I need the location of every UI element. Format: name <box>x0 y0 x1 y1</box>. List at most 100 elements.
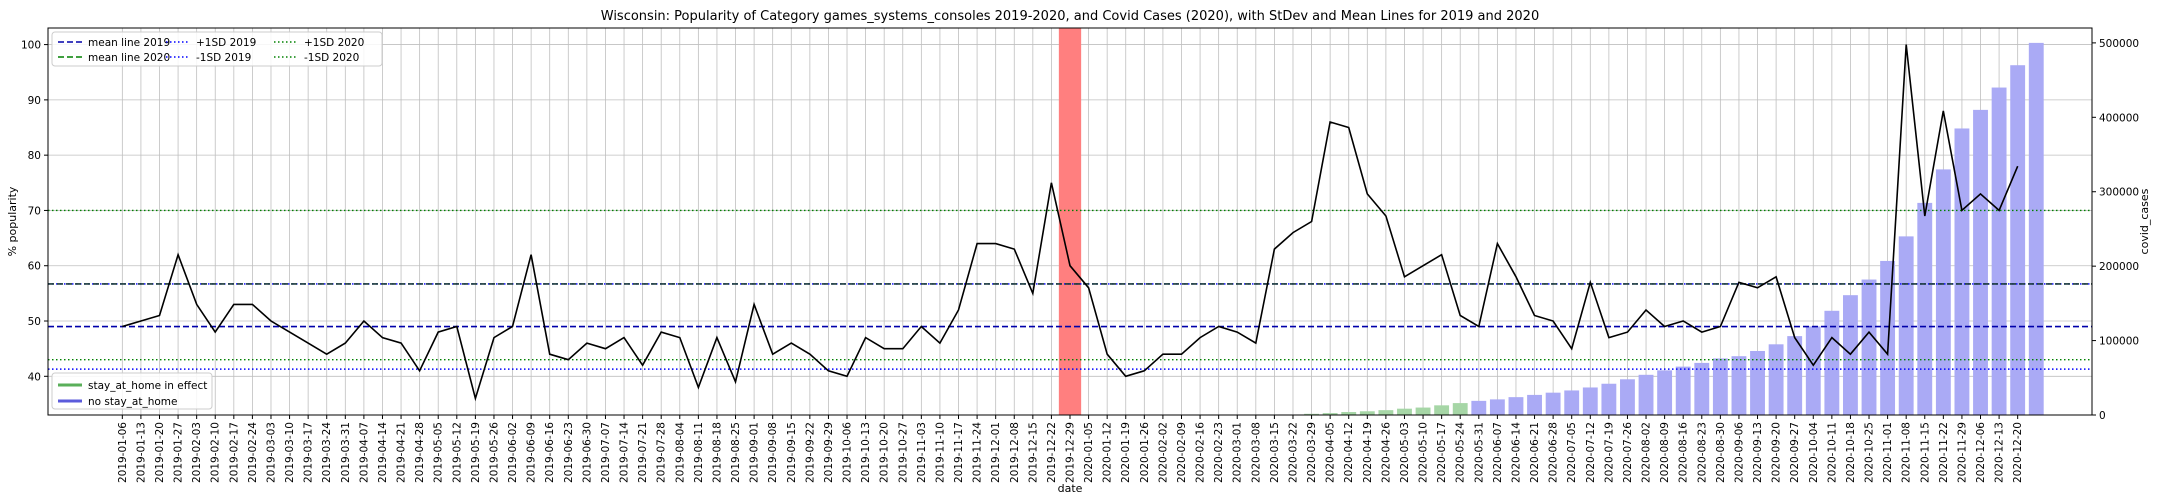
covid-bar <box>1545 392 1561 415</box>
x-tick-label: 2019-04-28 <box>414 422 426 483</box>
x-tick-label: 2020-04-12 <box>1343 422 1355 483</box>
x-tick-label: 2020-04-26 <box>1380 422 1392 483</box>
x-tick-label: 2020-12-20 <box>2012 422 2024 483</box>
x-tick-label: 2020-08-16 <box>1678 422 1690 483</box>
x-tick-label: 2019-07-21 <box>637 422 649 483</box>
x-tick-label: 2020-08-30 <box>1715 422 1727 483</box>
y-tick-label: 70 <box>28 205 41 217</box>
x-tick-label: 2019-12-29 <box>1065 422 1077 483</box>
x-tick-label: 2019-03-31 <box>340 422 352 483</box>
x-tick-label: 2019-07-14 <box>619 422 631 483</box>
covid-bar <box>1620 379 1635 415</box>
covid-bar <box>1527 394 1542 415</box>
x-tick-label: 2020-10-11 <box>1826 422 1838 483</box>
x-tick-label: 2020-06-14 <box>1510 422 1522 483</box>
x-tick-label: 2019-06-02 <box>507 422 519 483</box>
x-tick-label: 2020-06-07 <box>1492 422 1504 483</box>
legend-entry: mean line 2020 <box>88 52 170 64</box>
y-axis-label: % popularity <box>6 186 19 256</box>
legend-entry: +1SD 2019 <box>196 37 256 49</box>
x-tick-label: 2020-05-10 <box>1418 422 1430 483</box>
x-tick-label: 2019-08-18 <box>711 422 723 483</box>
x-tick-label: 2019-05-26 <box>488 422 500 483</box>
x-tick-label: 2020-01-19 <box>1120 422 1132 483</box>
legend-entry: -1SD 2020 <box>304 52 359 64</box>
x-tick-label: 2019-08-25 <box>730 422 742 483</box>
x-tick-label: 2020-08-02 <box>1641 422 1653 483</box>
covid-bar <box>1452 403 1468 415</box>
x-tick-label: 2020-07-05 <box>1566 422 1578 483</box>
y2-tick-label: 500000 <box>2099 38 2139 50</box>
x-tick-label: 2020-11-01 <box>1882 422 1894 483</box>
x-tick-label: 2019-08-04 <box>674 422 686 483</box>
x-tick-label: 2019-09-08 <box>767 422 779 483</box>
x-tick-label: 2020-10-25 <box>1864 422 1876 483</box>
x-tick-label: 2019-01-27 <box>173 422 185 483</box>
covid-bar <box>1712 358 1728 415</box>
covid-bar <box>1768 344 1784 415</box>
y2-tick-label: 100000 <box>2099 336 2139 348</box>
legend-entry: stay_at_home in effect <box>88 380 207 392</box>
x-tick-label: 2020-03-15 <box>1269 422 1281 483</box>
covid-bar <box>1378 410 1394 415</box>
x-tick-label: 2019-06-30 <box>581 422 593 483</box>
x-tick-label: 2020-02-02 <box>1157 422 1169 483</box>
x-tick-label: 2019-04-14 <box>377 422 389 483</box>
x-tick-label: 2019-11-17 <box>953 422 965 483</box>
x-tick-label: 2020-02-23 <box>1213 422 1225 483</box>
covid-bar <box>1917 202 1933 415</box>
covid-bar <box>1564 390 1580 415</box>
x-tick-label: 2019-12-15 <box>1027 422 1039 483</box>
x-tick-label: 2020-12-06 <box>1975 422 1987 483</box>
x-tick-label: 2019-10-20 <box>879 422 891 483</box>
covid-bar <box>1973 109 1988 415</box>
covid-bar <box>1582 387 1598 415</box>
covid-bar <box>1471 400 1487 415</box>
x-tick-label: 2020-02-16 <box>1195 422 1207 483</box>
covid-bar <box>1657 370 1673 415</box>
legend-entry: -1SD 2019 <box>196 52 251 64</box>
legend-bottom-left: stay_at_home in effect no stay_at_home <box>51 372 213 410</box>
x-tick-label: 2020-05-24 <box>1455 422 1467 483</box>
x-tick-label: 2019-09-22 <box>804 422 816 483</box>
covid-bar <box>1935 169 1951 415</box>
covid-bar <box>1675 366 1691 415</box>
x-tick-label: 2019-04-07 <box>358 422 370 483</box>
x-tick-label: 2020-08-23 <box>1696 422 1708 483</box>
x-tick-label: 2020-04-05 <box>1325 422 1337 483</box>
x-tick-label: 2019-02-17 <box>228 422 240 483</box>
covid-bar <box>1322 413 1338 415</box>
x-tick-label: 2019-10-27 <box>897 422 909 483</box>
x-tick-label: 2019-01-06 <box>117 422 129 483</box>
x-tick-label: 2020-01-26 <box>1139 422 1151 483</box>
x-tick-label: 2020-05-17 <box>1436 422 1448 483</box>
x-tick-label: 2020-11-15 <box>1919 422 1931 483</box>
x-tick-label: 2019-12-22 <box>1046 422 1058 483</box>
x-tick-label: 2020-12-13 <box>1994 422 2006 483</box>
covid-bar <box>1991 87 2007 416</box>
x-tick-label: 2019-06-16 <box>544 422 556 483</box>
x-tick-label: 2019-12-08 <box>1009 422 1021 483</box>
covid-bar <box>1489 399 1505 415</box>
x-tick-label: 2019-08-11 <box>693 422 705 483</box>
chart-title: Wisconsin: Popularity of Category games_… <box>601 9 1539 24</box>
covid-bar <box>1415 407 1431 415</box>
covid-bar <box>1750 350 1765 415</box>
covid-bar <box>1601 383 1617 415</box>
y-tick-label: 40 <box>28 371 41 383</box>
x-tick-label: 2020-05-31 <box>1473 422 1485 483</box>
x-tick-label: 2019-03-24 <box>321 422 333 483</box>
x-tick-label: 2019-01-20 <box>154 422 166 483</box>
x-tick-label: 2019-03-03 <box>265 422 277 483</box>
covid-bar <box>1359 411 1375 415</box>
covid-bar <box>1898 236 1914 415</box>
x-tick-label: 2020-01-05 <box>1083 422 1095 483</box>
x-tick-label: 2019-03-10 <box>284 422 296 483</box>
y-tick-label: 100 <box>21 40 41 52</box>
x-tick-label: 2020-02-09 <box>1176 422 1188 483</box>
covid-bar <box>1508 397 1524 415</box>
x-tick-label: 2020-07-26 <box>1622 422 1634 483</box>
y2-axis-label: covid_cases <box>2138 188 2151 254</box>
y2-tick-label: 0 <box>2099 410 2106 422</box>
x-tick-label: 2019-01-13 <box>135 422 147 483</box>
